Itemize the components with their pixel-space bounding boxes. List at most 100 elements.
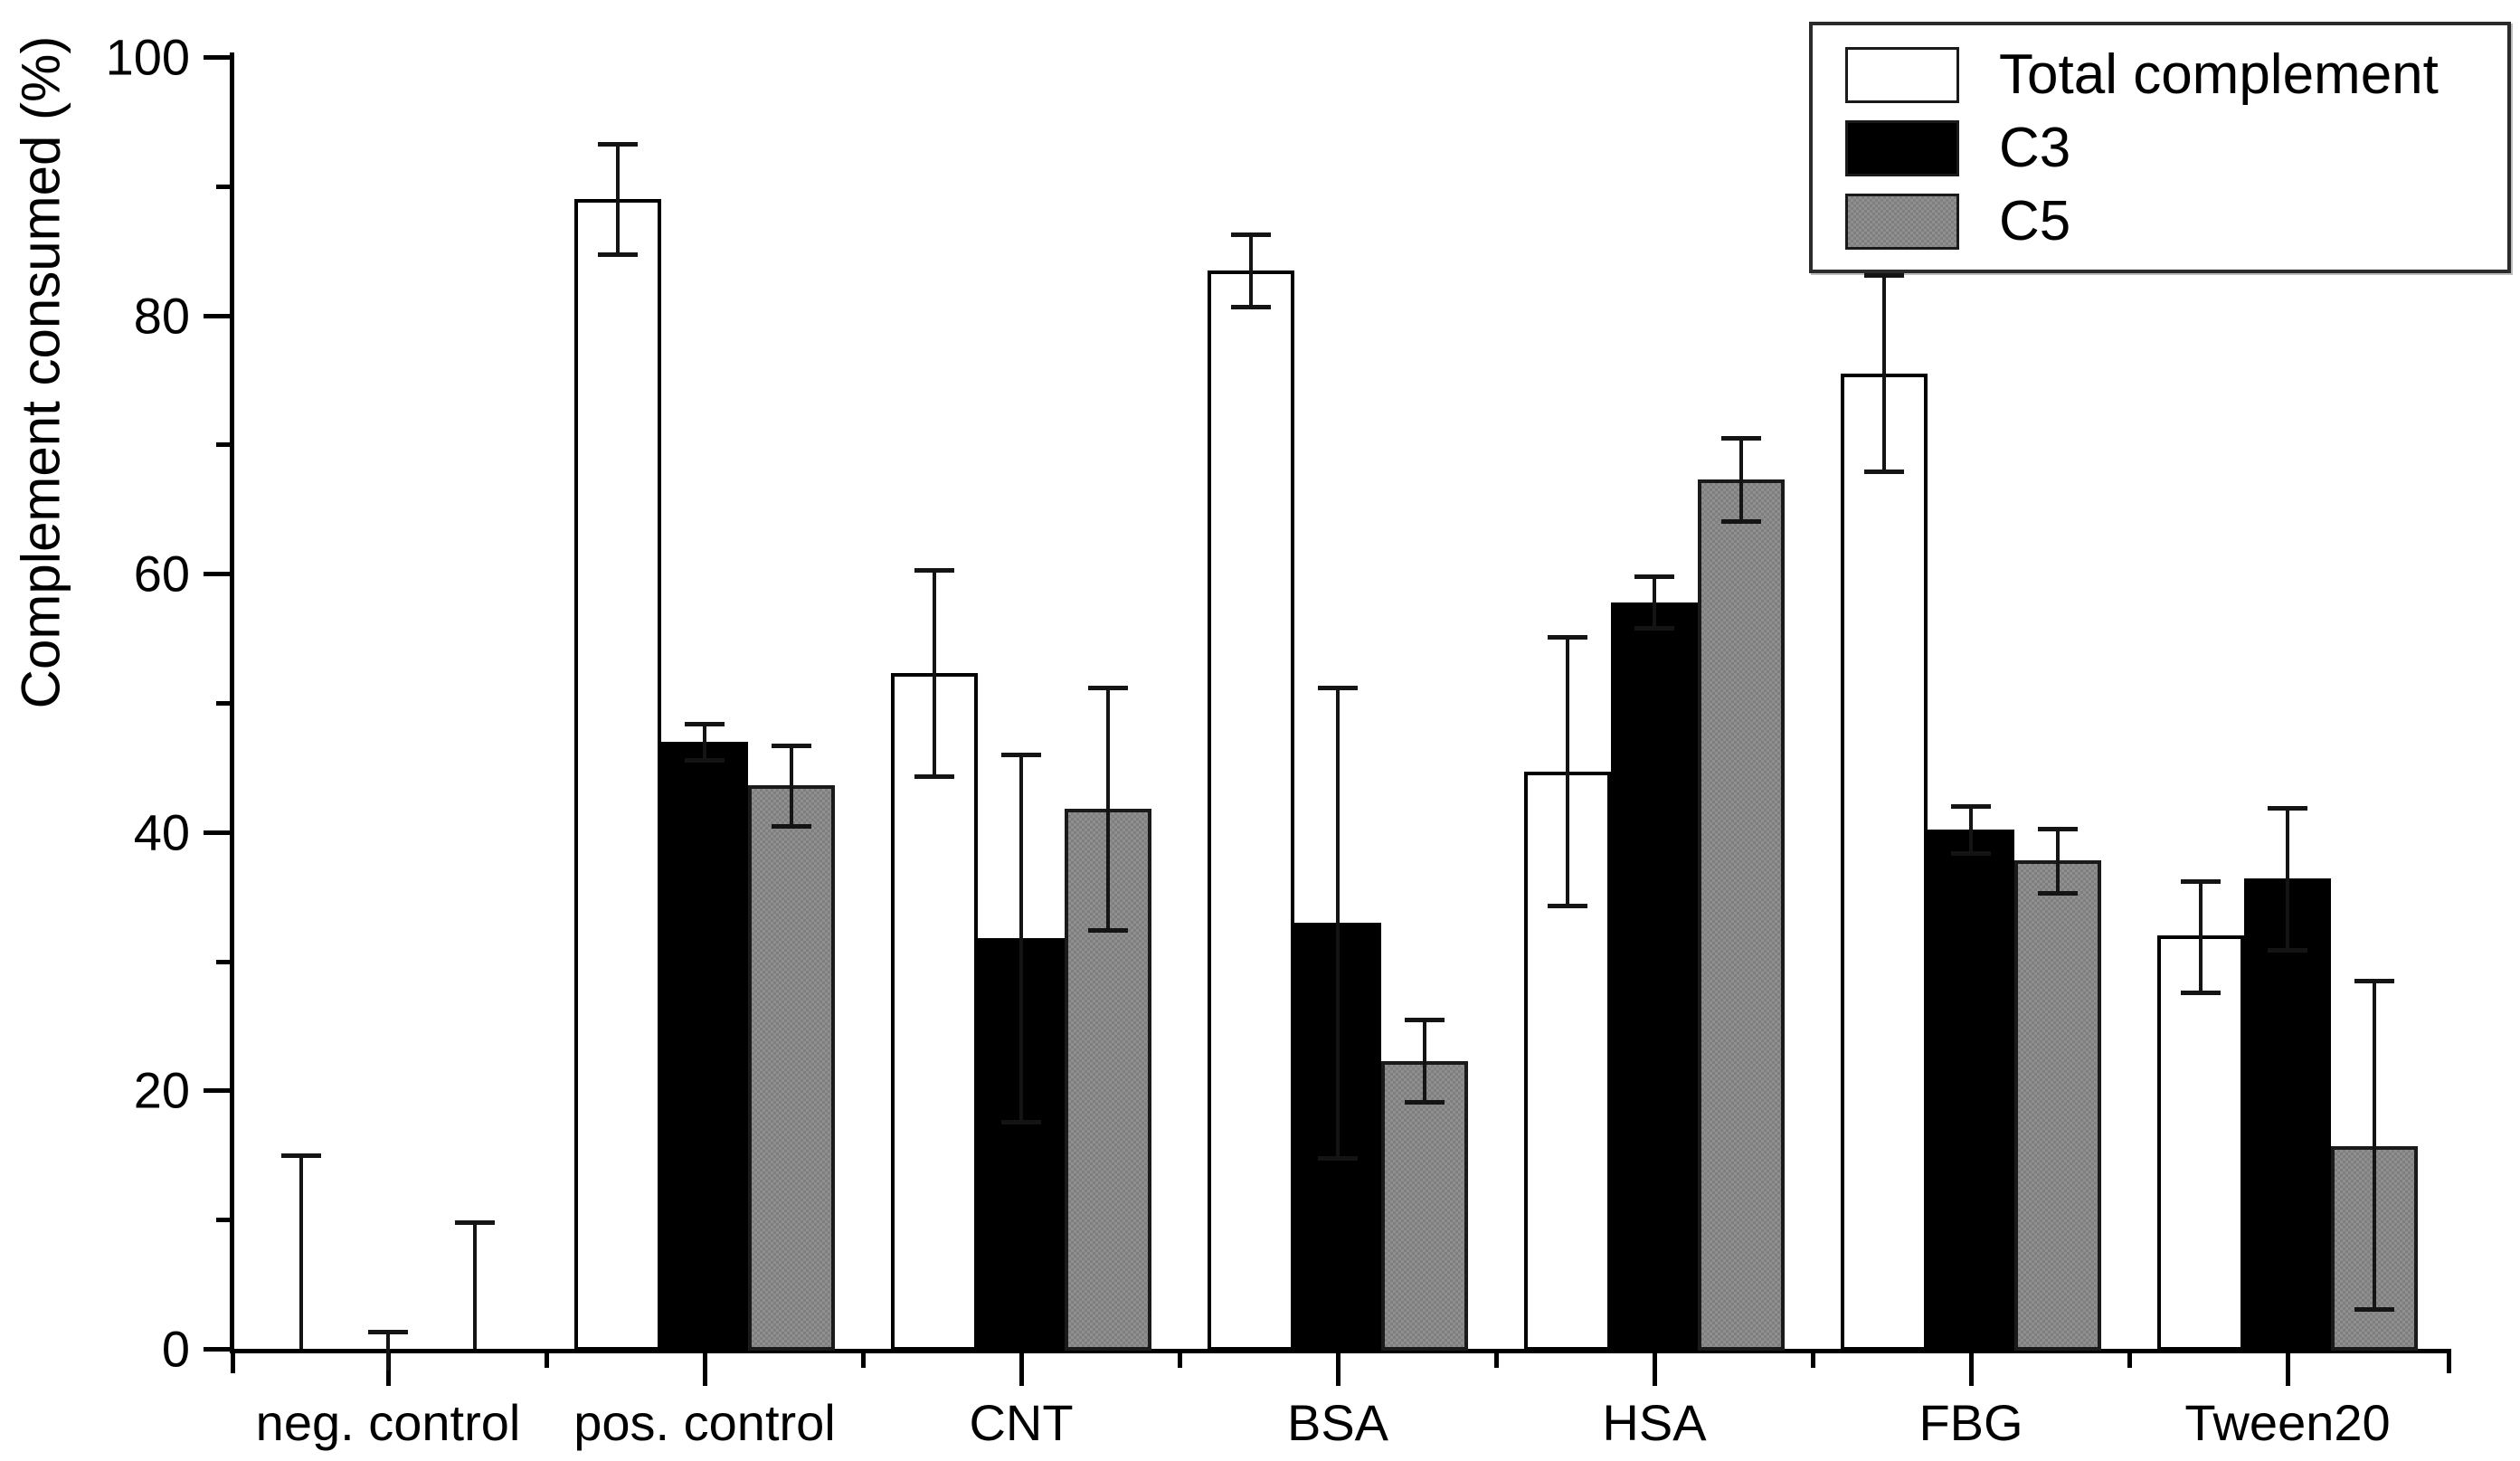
error-bar-line (2286, 807, 2289, 950)
x-boundary-tick (1494, 1353, 1499, 1368)
error-bar-line (703, 723, 706, 760)
legend-row: C5 (1845, 192, 2070, 251)
x-boundary-tick (545, 1353, 549, 1368)
bar-c3 (978, 937, 1065, 1351)
bar-c3 (2244, 878, 2331, 1351)
y-minor-tick (216, 184, 232, 189)
legend-row: Total complement (1845, 45, 2439, 105)
y-tick-label: 100 (105, 28, 190, 86)
bar-total-complement (574, 199, 661, 1351)
error-bar-cap-bottom (1001, 1119, 1041, 1124)
legend-swatch-c5 (1845, 194, 1959, 250)
error-bar-cap-top (1318, 685, 1358, 690)
error-bar-cap-bottom (1405, 1100, 1445, 1105)
x-category-tick (2286, 1353, 2290, 1386)
bar-total-complement (2157, 935, 2244, 1351)
x-category-tick (1653, 1353, 1657, 1386)
error-bar-line (1566, 637, 1569, 906)
error-bar-line (386, 1332, 390, 1371)
y-tick-label: 40 (133, 803, 190, 861)
y-major-tick (204, 572, 232, 577)
error-bar-line (933, 569, 936, 777)
bar-total-complement (1208, 270, 1294, 1351)
error-bar-line (1739, 438, 1743, 521)
error-bar-cap-bottom (598, 252, 638, 258)
y-major-tick (204, 313, 232, 318)
legend-row: C3 (1845, 119, 2070, 178)
y-minor-tick (216, 701, 232, 706)
error-bar-cap-top (2038, 826, 2078, 831)
bar-c3 (1611, 602, 1698, 1351)
x-category-label: HSA (1602, 1394, 1707, 1451)
y-minor-tick (216, 442, 232, 448)
bar-c5 (1698, 479, 1785, 1351)
error-bar-line (616, 143, 620, 255)
error-bar-cap-bottom (2038, 890, 2078, 896)
y-tick-label: 0 (161, 1320, 190, 1378)
y-major-tick (204, 1088, 232, 1094)
error-bar-cap-top (772, 744, 811, 749)
error-bar-cap-top (455, 1220, 495, 1226)
bar-c3 (1928, 829, 2014, 1351)
error-bar-cap-bottom (1088, 928, 1128, 934)
error-bar-line (299, 1154, 303, 1349)
bar-total-complement (891, 673, 978, 1351)
legend-label: C3 (1999, 117, 2071, 179)
x-boundary-tick (2127, 1353, 2132, 1368)
error-bar-line (1336, 687, 1340, 1158)
y-tick-label: 80 (133, 287, 190, 345)
error-bar-cap-bottom (1721, 518, 1761, 524)
bar-c5 (748, 785, 835, 1351)
error-bar-line (1969, 806, 1973, 853)
x-category-label: neg. control (255, 1394, 521, 1451)
error-bar-cap-top (1088, 685, 1128, 690)
bar-c3 (661, 741, 748, 1351)
error-bar-cap-bottom (1231, 304, 1271, 309)
error-bar-cap-bottom (2268, 947, 2307, 953)
error-bar-cap-bottom (1548, 904, 1587, 909)
error-bar-cap-top (2181, 879, 2221, 885)
error-bar-cap-top (368, 1330, 408, 1335)
legend-label: C5 (1999, 190, 2071, 252)
error-bar-line (1106, 687, 1110, 931)
x-category-label: Tween20 (2184, 1394, 2391, 1451)
error-bar-cap-top (685, 721, 725, 726)
error-bar-line (790, 745, 793, 826)
error-bar-cap-top (1548, 635, 1587, 640)
x-category-label: FBG (1918, 1394, 2023, 1451)
y-major-tick (204, 55, 232, 60)
bar-total-complement (1841, 373, 1928, 1351)
x-category-label: BSA (1286, 1394, 1389, 1451)
error-bar-cap-top (281, 1153, 321, 1158)
x-axis-line (230, 1349, 2451, 1353)
error-bar-cap-top (598, 141, 638, 147)
x-category-tick (703, 1353, 707, 1386)
error-bar-cap-bottom (1634, 626, 1674, 631)
y-major-tick (204, 830, 232, 835)
error-bar-cap-bottom (1951, 850, 1991, 856)
x-end-tick (231, 1353, 235, 1373)
error-bar-cap-top (1951, 804, 1991, 810)
y-major-tick (204, 1347, 232, 1352)
x-category-tick (1019, 1353, 1024, 1386)
y-axis-title: Complement consumed (%) (10, 35, 71, 709)
x-boundary-tick (1811, 1353, 1815, 1368)
error-bar-cap-bottom (685, 757, 725, 763)
legend-swatch-total-complement (1845, 47, 1959, 103)
y-tick-label: 20 (133, 1061, 190, 1119)
error-bar-cap-top (2354, 979, 2394, 984)
legend-swatch-c3 (1845, 120, 1959, 176)
error-bar-cap-bottom (2354, 1306, 2394, 1312)
error-bar-cap-bottom (1318, 1155, 1358, 1161)
error-bar-line (1882, 275, 1886, 472)
x-boundary-tick (861, 1353, 866, 1368)
x-end-tick (2447, 1353, 2451, 1373)
error-bar-line (1653, 576, 1656, 629)
error-bar-cap-top (2268, 805, 2307, 811)
legend: Total complement C3 C5 (1809, 22, 2511, 273)
error-bar-cap-top (1231, 232, 1271, 237)
y-tick-label: 60 (133, 545, 190, 602)
error-bar-line (473, 1222, 477, 1349)
error-bar-cap-bottom (2181, 990, 2221, 995)
